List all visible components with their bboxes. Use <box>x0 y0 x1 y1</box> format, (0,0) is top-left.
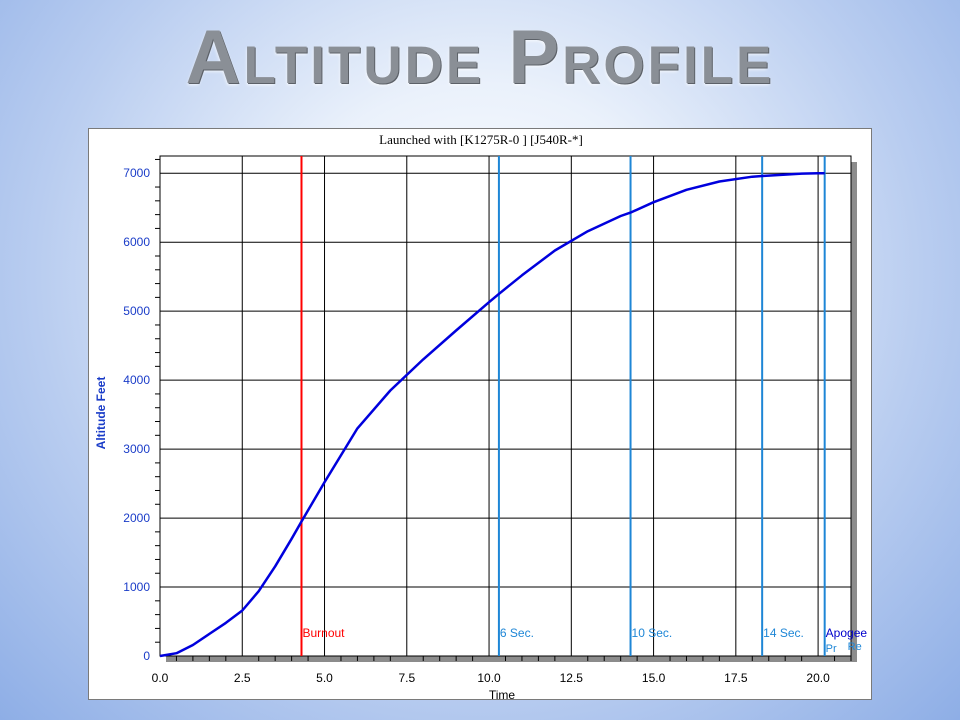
chart-panel: Burnout 6 Sec. 10 Sec. 14 Sec. Apogee Pr Re 0.… <box>88 128 872 701</box>
event-marker-label: Burnout <box>302 626 345 640</box>
y-tick-label: 6000 <box>123 235 150 249</box>
chart-title: Launched with [K1275R-0 ] [J540R-*] <box>379 132 583 147</box>
slide-title: Altitude Profile <box>185 15 775 100</box>
x-tick-label: 2.5 <box>234 671 251 685</box>
x-tick-label: 20.0 <box>806 671 830 685</box>
event-marker-label: 6 Sec. <box>500 626 534 640</box>
plot-area <box>159 155 852 657</box>
altitude-series-line <box>159 171 825 658</box>
altitude-chart: Burnout 6 Sec. 10 Sec. 14 Sec. Apogee Pr Re 0.… <box>94 132 868 701</box>
edge-label: Re <box>848 641 862 653</box>
y-tick-label: 5000 <box>123 304 150 318</box>
edge-label: Pr <box>826 643 837 655</box>
x-axis-label: Time <box>489 688 516 701</box>
event-marker-label: 10 Sec. <box>632 626 673 640</box>
x-tick-label: 12.5 <box>560 671 584 685</box>
y-tick-label: 1000 <box>123 580 150 594</box>
x-tick-label: 17.5 <box>724 671 748 685</box>
x-tick-label: 0.0 <box>152 671 169 685</box>
y-axis-label: Altitude Feet <box>94 377 108 450</box>
y-tick-label: 2000 <box>123 511 150 525</box>
y-tick-label: 7000 <box>123 166 150 180</box>
x-tick-label: 7.5 <box>398 671 415 685</box>
y-tick-label: 3000 <box>123 442 150 456</box>
y-tick-label: 0 <box>143 649 150 663</box>
x-tick-label: 5.0 <box>316 671 333 685</box>
event-marker-label: 14 Sec. <box>763 626 804 640</box>
x-tick-label: 10.0 <box>477 671 501 685</box>
y-tick-label: 4000 <box>123 373 150 387</box>
x-tick-label: 15.0 <box>642 671 666 685</box>
event-marker-label: Apogee <box>826 626 868 640</box>
